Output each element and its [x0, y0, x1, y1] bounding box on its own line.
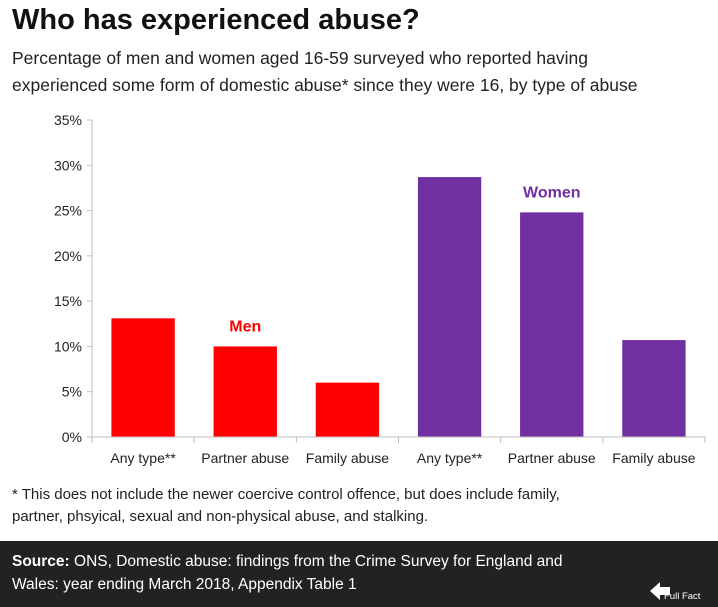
bar-men-0	[111, 318, 175, 437]
full-fact-logo: Full Fact	[650, 582, 701, 602]
chart-title: Who has experienced abuse?	[12, 4, 420, 36]
x-tick-label: Partner abuse	[508, 450, 596, 466]
source-line-2: Wales: year ending March 2018, Appendix …	[12, 576, 357, 593]
bar-women-4	[520, 212, 584, 437]
x-tick-label: Family abuse	[612, 450, 695, 466]
y-tick-label: 30%	[54, 157, 82, 173]
footnote: * This does not include the newer coerci…	[12, 484, 712, 528]
full-fact-logo-text: Full Fact	[664, 591, 701, 602]
y-tick-label: 20%	[54, 248, 82, 264]
y-tick-label: 15%	[54, 293, 82, 309]
source-label: Source:	[12, 553, 70, 570]
source-text: Source: ONS, Domestic abuse: findings fr…	[12, 550, 632, 596]
bar-women-5	[622, 340, 686, 437]
series-label-men: Men	[229, 318, 261, 335]
chart-subtitle: Percentage of men and women aged 16-59 s…	[12, 45, 712, 99]
source-line-1: ONS, Domestic abuse: findings from the C…	[69, 553, 563, 570]
x-tick-label: Any type**	[110, 450, 176, 466]
y-tick-label: 35%	[54, 112, 82, 128]
subtitle-line-2: experienced some form of domestic abuse*…	[12, 75, 638, 95]
y-tick-label: 10%	[54, 338, 82, 354]
footnote-line-1: * This does not include the newer coerci…	[12, 486, 560, 503]
bar-men-2	[315, 382, 380, 437]
bar-women-3	[417, 177, 482, 437]
y-tick-label: 5%	[62, 384, 82, 400]
x-tick-label: Family abuse	[306, 450, 389, 466]
x-tick-label: Partner abuse	[201, 450, 289, 466]
y-tick-label: 0%	[62, 429, 82, 445]
source-bar: Source: ONS, Domestic abuse: findings fr…	[0, 541, 718, 607]
subtitle-line-1: Percentage of men and women aged 16-59 s…	[12, 48, 588, 68]
footnote-line-2: partner, phsyical, sexual and non-physic…	[12, 508, 429, 525]
series-label-women: Women	[523, 184, 580, 201]
bar-chart: 0% 5% 10% 15% 20% 25% 30% 35% Any type** Partner …	[54, 112, 706, 466]
x-tick-label: Any type**	[417, 450, 483, 466]
y-tick-label: 25%	[54, 203, 82, 219]
full-fact-logo-icon	[650, 582, 670, 600]
bar-men-1	[213, 346, 277, 437]
